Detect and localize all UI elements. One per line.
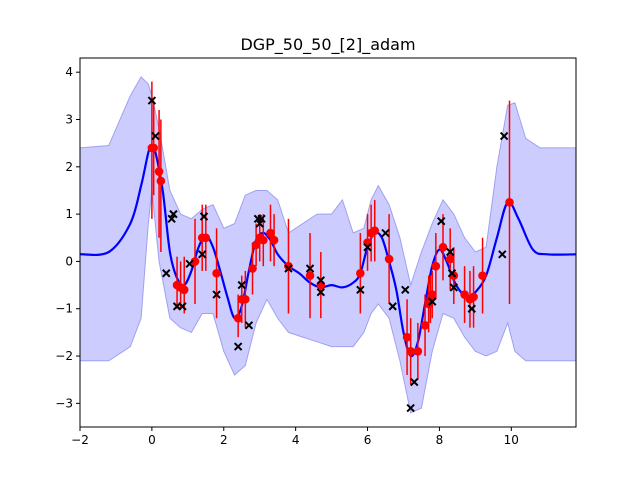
observation-marker xyxy=(305,264,315,273)
prediction-point xyxy=(384,254,394,264)
observation-marker xyxy=(388,302,397,311)
prediction-point xyxy=(431,261,441,271)
x-tick-label: 8 xyxy=(436,433,444,447)
y-tick-label: 2 xyxy=(65,160,73,174)
observation-marker xyxy=(212,290,221,299)
prediction-point xyxy=(413,347,423,356)
prediction-point xyxy=(269,235,279,245)
x-tick-label: 10 xyxy=(504,433,519,447)
prediction-point xyxy=(154,167,164,176)
prediction-point xyxy=(251,240,261,250)
y-tick-label: 1 xyxy=(65,207,73,221)
observation-marker xyxy=(151,131,160,141)
observation-marker xyxy=(410,377,419,387)
prediction-point xyxy=(445,254,455,264)
prediction-point xyxy=(212,268,221,278)
observation-marker xyxy=(284,264,293,273)
observation-marker xyxy=(162,269,171,278)
prediction-point xyxy=(201,233,211,243)
observation-marker xyxy=(255,219,264,228)
prediction-point xyxy=(266,228,275,238)
observation-marker xyxy=(316,276,326,285)
chart-title: DGP_50_50_[2]_adam xyxy=(240,35,415,55)
axes: −2 0 2 4 6 8 10 −3 −2 −1 0 1 2 3 4 xyxy=(55,57,577,447)
observation-marker xyxy=(437,217,446,226)
prediction-point xyxy=(370,226,380,235)
observation-marker xyxy=(401,285,410,295)
prediction-point xyxy=(241,294,250,304)
observation-marker xyxy=(467,304,476,313)
prediction-point xyxy=(438,242,448,252)
observation-marker xyxy=(381,228,390,238)
plot-inner xyxy=(80,76,576,414)
prediction-point xyxy=(190,257,200,266)
prediction-point xyxy=(469,292,478,302)
prediction-point xyxy=(505,197,514,207)
prediction-point xyxy=(284,261,293,271)
prediction-point xyxy=(259,235,268,245)
observation-marker xyxy=(445,247,455,257)
observation-marker xyxy=(197,250,207,259)
axes-frame xyxy=(79,57,577,428)
y-tick-label: 0 xyxy=(65,254,73,268)
observation-marker xyxy=(428,297,437,306)
prediction-point xyxy=(233,313,243,323)
observation-marker xyxy=(244,321,254,330)
prediction-point xyxy=(248,264,257,273)
plot-area xyxy=(80,76,576,414)
observation-marker xyxy=(499,131,509,141)
prediction-point xyxy=(305,271,315,280)
y-tick-label: −2 xyxy=(55,349,73,363)
observation-marker xyxy=(447,269,457,278)
x-tick-label: 2 xyxy=(220,433,228,447)
confidence-band xyxy=(80,76,576,414)
y-tick-label: −1 xyxy=(55,302,73,316)
observation-marker xyxy=(356,285,365,295)
observation-marker xyxy=(147,96,157,105)
prediction-point xyxy=(427,290,437,299)
y-tick-label: 3 xyxy=(65,113,73,127)
observation-marker xyxy=(199,212,209,221)
observation-marker xyxy=(233,342,243,351)
observation-marker xyxy=(237,280,246,290)
prediction-point xyxy=(356,268,365,278)
observation-marker xyxy=(178,302,187,311)
observation-marker xyxy=(449,283,459,292)
x-tick-label: 4 xyxy=(292,433,300,447)
prediction-point xyxy=(478,271,487,280)
prediction-point xyxy=(406,347,415,356)
y-tick-label: −3 xyxy=(55,396,73,410)
prediction-point xyxy=(149,143,158,153)
observation-marker xyxy=(498,250,507,259)
y-tick-label: 4 xyxy=(65,65,73,79)
observation-marker xyxy=(167,214,176,224)
observation-marker xyxy=(169,209,178,219)
observation-marker xyxy=(185,259,194,268)
observation-marker xyxy=(363,243,372,252)
x-tick-label: 6 xyxy=(364,433,372,447)
prediction-point xyxy=(156,176,166,186)
x-tick-label: 0 xyxy=(148,433,156,447)
prediction-point xyxy=(420,320,430,330)
observation-marker xyxy=(257,214,266,224)
prediction-point xyxy=(179,285,189,295)
x-tick-label: −2 xyxy=(71,433,89,447)
observation-marker xyxy=(406,403,415,413)
prediction-point xyxy=(402,332,412,342)
observation-marker xyxy=(316,287,326,297)
